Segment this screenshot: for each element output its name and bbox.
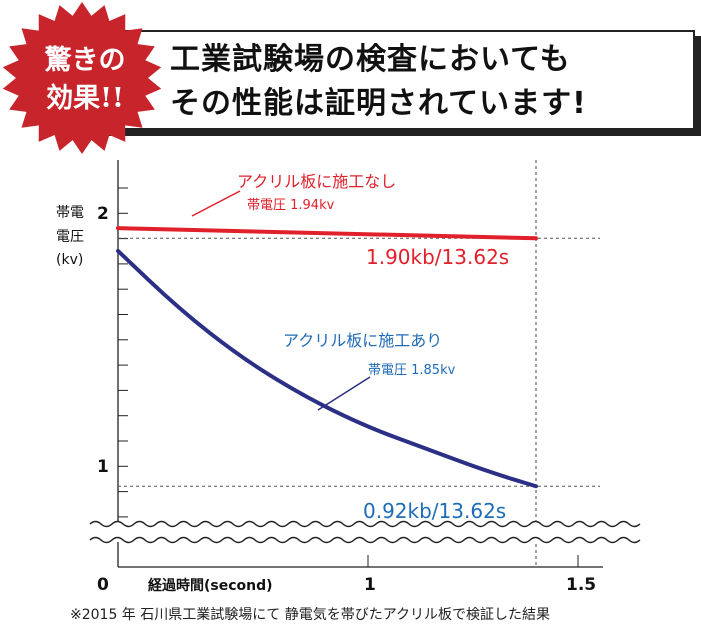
series-treated-sublabel: 帯電圧 1.85kv	[368, 363, 456, 378]
footnote: ※2015 年 石川県工業試験場にて 静電気を帯びたアクリル板で検証した結果	[70, 607, 551, 623]
headline-line-2: その性能は証明されています!	[170, 86, 587, 121]
y-axis-label-1: 帯電	[56, 205, 84, 221]
y-axis-label-3: (kv)	[56, 252, 83, 268]
series-treated-name: アクリル板に施工あり	[283, 331, 442, 350]
leader-treated	[317, 376, 371, 411]
axis-break-wave-top	[89, 520, 641, 528]
x-tick-label-0: 0	[97, 575, 109, 595]
x-axis-label: 経過時間(second)	[148, 577, 273, 594]
badge-text: 驚きの 効果!!	[18, 42, 152, 118]
series-untreated-name: アクリル板に施工なし	[237, 172, 396, 191]
badge-line-1: 驚きの	[44, 45, 126, 76]
leader-untreated	[191, 190, 241, 217]
y-tick-label-1: 1	[97, 457, 109, 477]
headline-line-1: 工業試験場の検査においても	[170, 42, 571, 77]
y-tick-label-2: 2	[97, 204, 109, 224]
series-untreated-sublabel: 帯電圧 1.94kv	[247, 198, 335, 213]
charge-decay-chart: 帯電 電圧 (kv) 2 1 0 1 1.5 経過時間(second) アクリル…	[56, 160, 641, 595]
x-tick-label-1-5: 1.5	[566, 575, 596, 595]
series-treated-end-label: 0.92kb/13.62s	[363, 499, 506, 523]
headline-box	[88, 30, 695, 130]
x-tick-label-1: 1	[364, 575, 376, 595]
axis-break-mask	[90, 522, 630, 542]
headline: 工業試験場の検査においても その性能は証明されています!	[170, 38, 587, 126]
series-line-1	[116, 248, 538, 489]
axis-break-wave-bottom	[89, 536, 641, 544]
series-untreated-end-label: 1.90kb/13.62s	[366, 245, 509, 269]
y-axis-label-2: 電圧	[56, 229, 84, 245]
badge-line-2: 効果!!	[46, 83, 124, 114]
series-line-0	[116, 226, 538, 241]
badge-burst-icon	[2, 2, 162, 154]
